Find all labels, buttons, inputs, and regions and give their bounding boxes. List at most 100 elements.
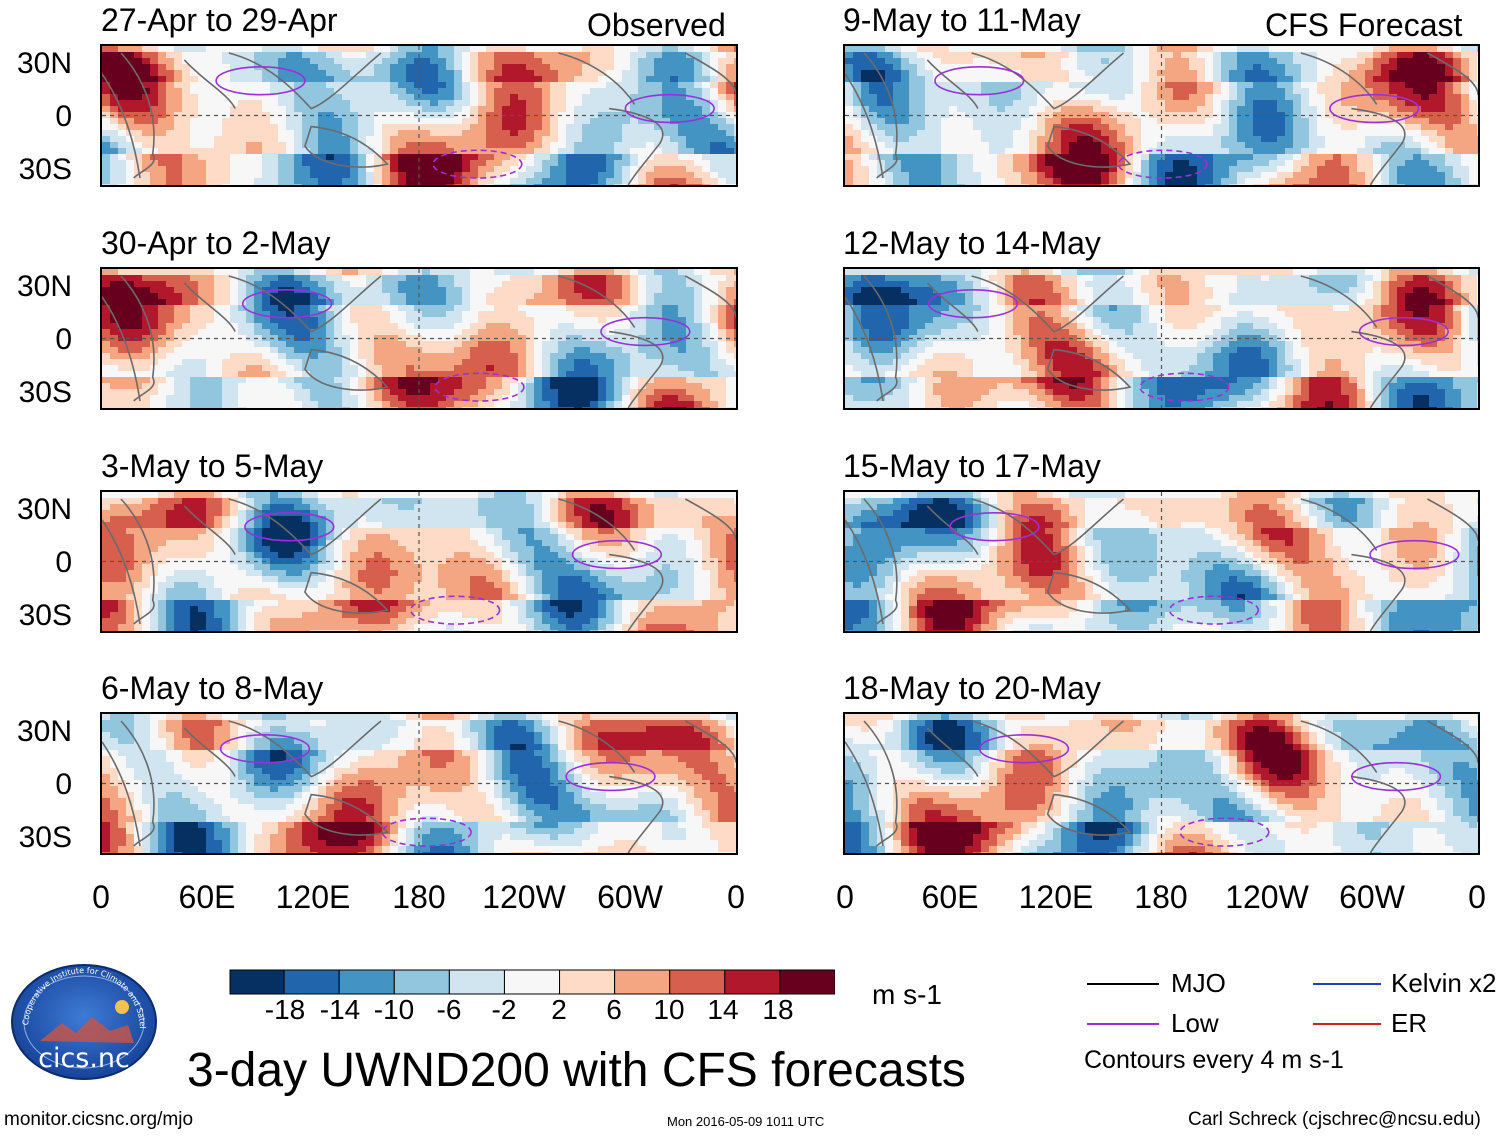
colorbar-box bbox=[614, 969, 671, 995]
coastline bbox=[845, 741, 884, 847]
coastline bbox=[926, 59, 979, 109]
legend-line-mjo bbox=[1087, 983, 1159, 985]
coastline bbox=[971, 498, 1125, 556]
uwnd-field bbox=[845, 714, 1478, 853]
main-title: 3-day UWND200 with CFS forecasts bbox=[187, 1044, 966, 1097]
coastline bbox=[609, 330, 664, 408]
map-panel-obs-4 bbox=[100, 712, 738, 855]
colorbar-units: m s-1 bbox=[872, 979, 942, 1010]
y-tick-30n: 30N bbox=[16, 493, 72, 526]
coastline bbox=[183, 59, 236, 109]
coastline bbox=[1427, 720, 1478, 763]
coastline bbox=[684, 52, 736, 95]
colorbar-box bbox=[393, 969, 450, 995]
coastline bbox=[863, 720, 898, 847]
y-tick-30n: 30N bbox=[16, 47, 72, 80]
low-contour bbox=[241, 289, 333, 319]
coastline bbox=[183, 505, 236, 555]
low-contour bbox=[949, 512, 1040, 542]
coastline bbox=[1351, 775, 1406, 853]
y-tick-30s: 30S bbox=[18, 376, 72, 409]
coastline bbox=[1427, 52, 1478, 95]
coastline bbox=[183, 282, 236, 332]
colorbar-box bbox=[338, 969, 395, 995]
low-contour bbox=[1358, 316, 1449, 347]
y-tick-0: 0 bbox=[55, 768, 72, 801]
x-tick-60e: 60E bbox=[921, 879, 979, 915]
colorbar-tick: -2 bbox=[491, 994, 517, 1025]
forecast-label: CFS Forecast bbox=[1265, 7, 1463, 43]
coastline bbox=[971, 52, 1125, 110]
coastline bbox=[971, 275, 1125, 333]
uwnd-field bbox=[845, 492, 1478, 631]
x-tick-60w: 60W bbox=[1339, 879, 1405, 915]
coastline bbox=[1046, 125, 1132, 168]
x-tick-0-end: 0 bbox=[1468, 879, 1486, 915]
low-contour bbox=[1350, 761, 1442, 792]
legend-label-mjo: MJO bbox=[1171, 968, 1226, 998]
coastline bbox=[558, 52, 636, 105]
low-contour bbox=[381, 817, 472, 847]
low-contour bbox=[1168, 595, 1260, 625]
panel-title-obs-4: 6-May to 8-May bbox=[101, 670, 324, 706]
coastline bbox=[228, 52, 382, 110]
coastline bbox=[304, 793, 389, 836]
low-contour bbox=[244, 512, 335, 542]
coastline bbox=[1046, 793, 1132, 836]
colorbar-tick: -18 bbox=[264, 994, 306, 1025]
coastline bbox=[1427, 498, 1478, 541]
y-tick-30n: 30N bbox=[16, 270, 72, 303]
colorbar-tick: 10 bbox=[653, 994, 685, 1025]
coastline bbox=[684, 498, 736, 541]
coastline bbox=[1427, 275, 1478, 318]
coastline bbox=[1351, 107, 1406, 185]
y-tick-0: 0 bbox=[55, 100, 72, 133]
colorbar-tick: -10 bbox=[373, 994, 415, 1025]
y-tick-0: 0 bbox=[55, 546, 72, 579]
coastline bbox=[120, 52, 155, 179]
x-tick-180: 180 bbox=[1134, 879, 1188, 915]
coastline bbox=[609, 107, 664, 185]
coastline bbox=[863, 275, 898, 402]
low-contour bbox=[215, 66, 306, 96]
coastline bbox=[971, 720, 1125, 778]
uwnd-field bbox=[102, 492, 736, 631]
cics-logo: Cooperative Institute for Climate and Sa… bbox=[8, 956, 158, 1081]
panel-title-obs-3: 3-May to 5-May bbox=[101, 448, 324, 484]
map-panel-obs-3 bbox=[100, 490, 738, 633]
x-tick-0: 0 bbox=[92, 879, 110, 915]
footer-author: Carl Schreck (cjschrec@ncsu.edu) bbox=[1188, 1109, 1481, 1130]
y-tick-30s: 30S bbox=[18, 821, 72, 854]
coastline bbox=[1046, 348, 1132, 391]
map-panel-fcst-2 bbox=[843, 267, 1480, 410]
low-contour bbox=[219, 734, 311, 764]
coastline bbox=[102, 73, 141, 179]
coastline bbox=[120, 720, 155, 847]
coastline bbox=[558, 498, 636, 551]
x-tick-180: 180 bbox=[392, 879, 446, 915]
coastline bbox=[926, 282, 979, 332]
coastline bbox=[183, 727, 236, 777]
x-tick-120w: 120W bbox=[482, 879, 566, 915]
coastline bbox=[684, 720, 736, 763]
coastline bbox=[926, 727, 979, 777]
legend-label-low: Low bbox=[1171, 1008, 1219, 1038]
coastline bbox=[102, 296, 141, 402]
coastline bbox=[1351, 553, 1406, 631]
contour-interval-note: Contours every 4 m s-1 bbox=[1084, 1046, 1344, 1074]
x-tick-60w: 60W bbox=[597, 879, 663, 915]
low-contour bbox=[934, 66, 1025, 96]
panel-title-fcst-3: 15-May to 17-May bbox=[843, 448, 1101, 484]
coastline bbox=[102, 741, 141, 847]
colorbar bbox=[229, 969, 835, 995]
colorbar-tick: 14 bbox=[707, 994, 739, 1025]
uwnd-field bbox=[102, 46, 736, 185]
coastline bbox=[558, 720, 636, 773]
coastline bbox=[609, 775, 664, 853]
low-contour bbox=[434, 372, 525, 402]
coastline bbox=[609, 553, 664, 631]
legend-line-er bbox=[1313, 1023, 1381, 1025]
coastline bbox=[304, 571, 389, 614]
panel-title-obs-2: 30-Apr to 2-May bbox=[101, 225, 331, 261]
panel-title-obs-1: 27-Apr to 29-Apr bbox=[101, 2, 338, 38]
